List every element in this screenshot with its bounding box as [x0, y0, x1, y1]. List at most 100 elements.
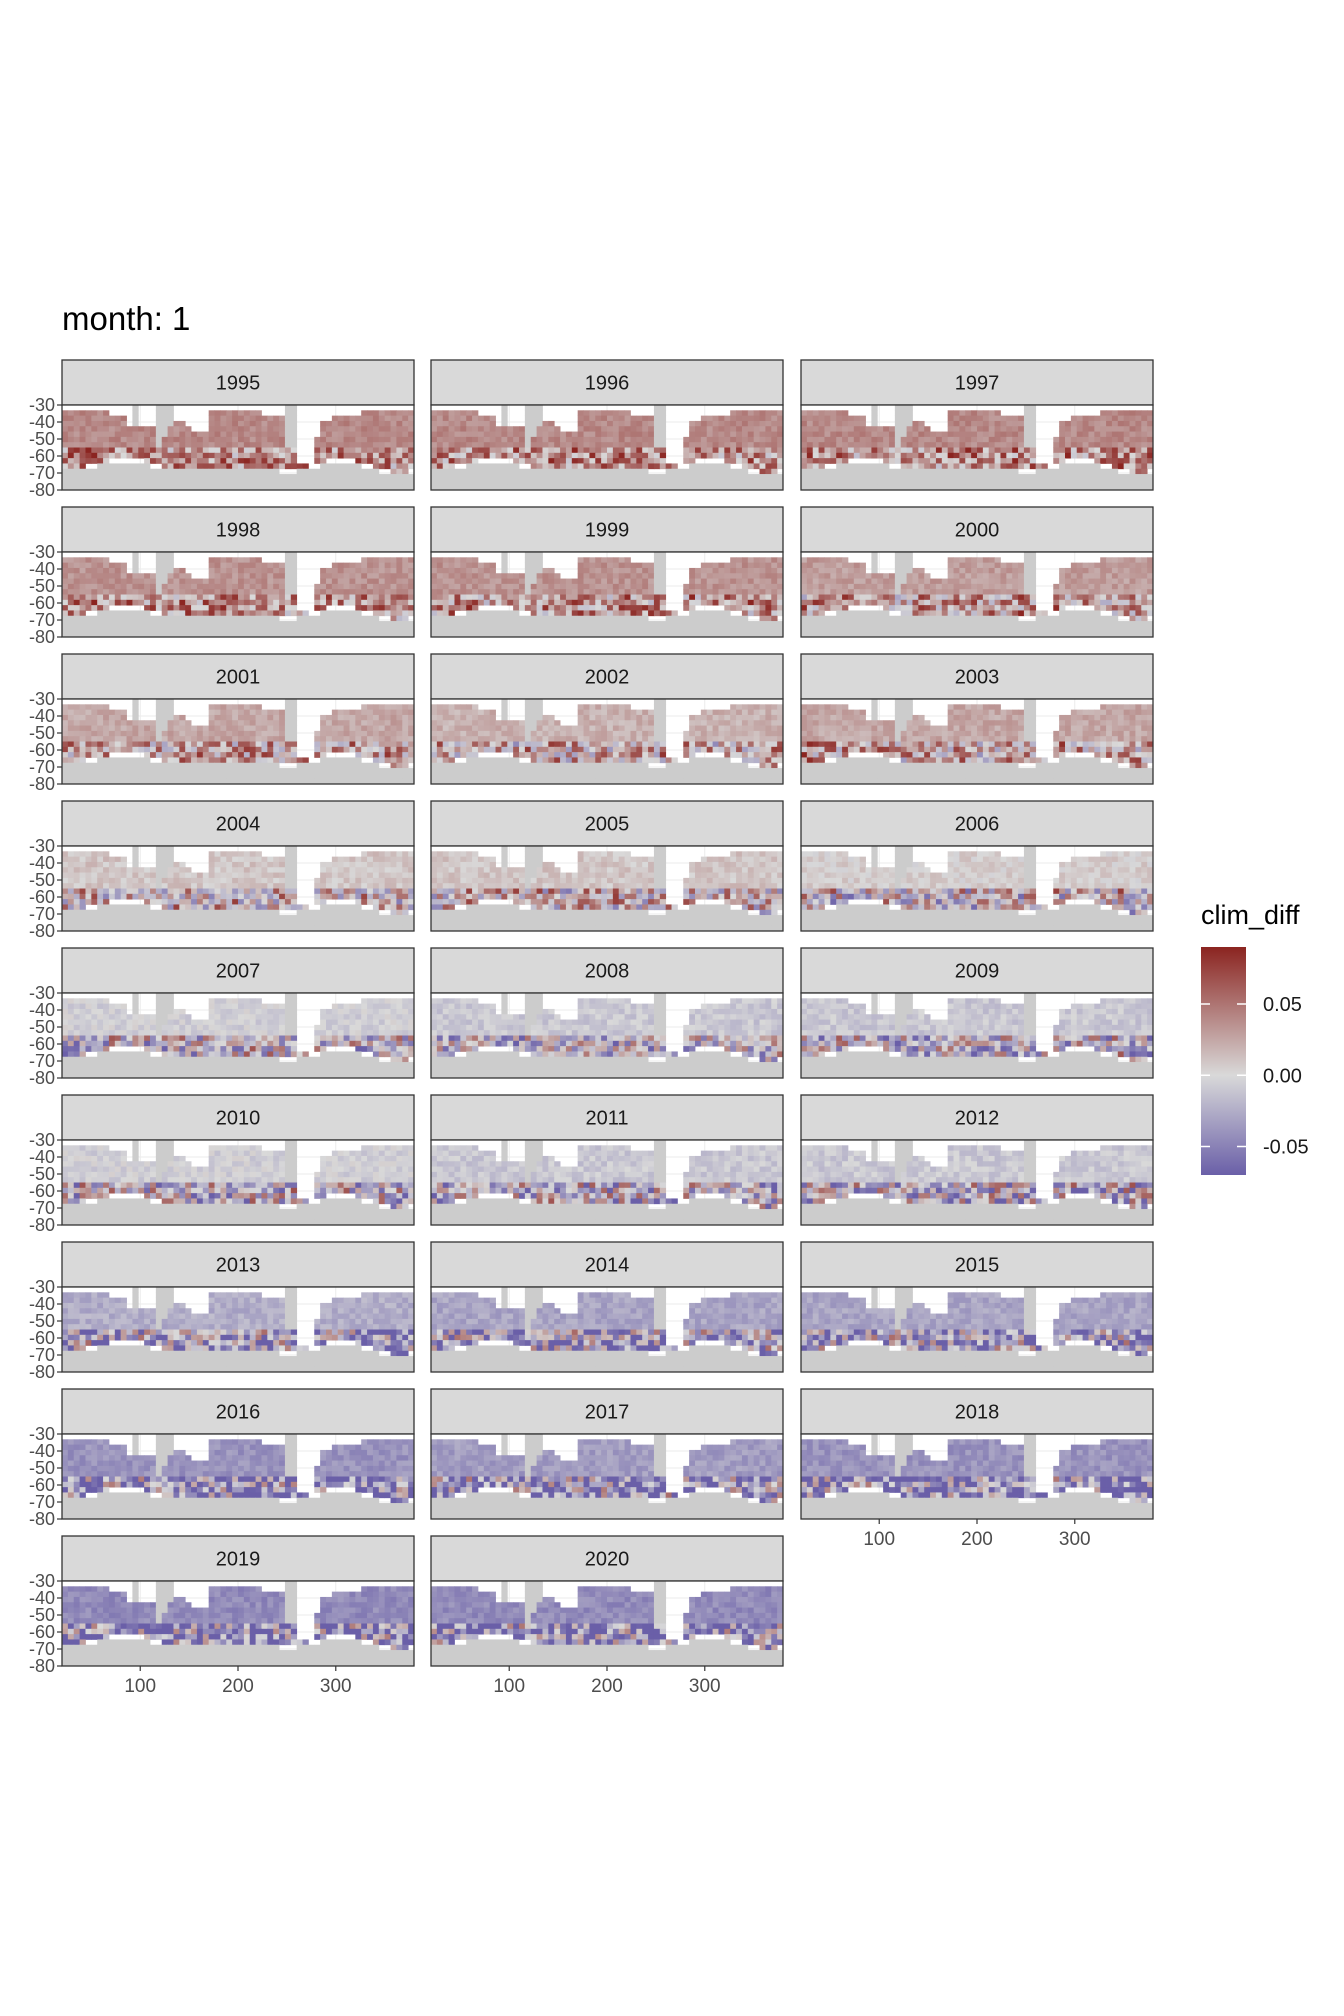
raster-cell	[648, 599, 655, 606]
raster-cell	[859, 583, 866, 590]
raster-cell	[483, 626, 491, 633]
raster-cell	[284, 426, 292, 432]
raster-cell	[1111, 468, 1119, 475]
raster-cell	[677, 474, 684, 480]
raster-cell	[806, 567, 814, 574]
raster-cell	[924, 474, 931, 480]
raster-cell	[431, 452, 438, 459]
raster-cell	[1106, 458, 1113, 464]
raster-cell	[402, 594, 409, 601]
raster-cell	[390, 410, 397, 417]
raster-cell	[583, 479, 590, 486]
raster-cell	[161, 567, 168, 574]
raster-cell	[161, 631, 168, 638]
raster-cell	[630, 479, 637, 486]
raster-cell	[519, 452, 526, 459]
raster-cell	[390, 484, 397, 491]
raster-cell	[513, 589, 520, 595]
raster-cell	[431, 594, 438, 601]
raster-cell	[577, 631, 584, 638]
raster-cell	[1065, 484, 1072, 491]
raster-cell	[155, 709, 163, 716]
raster-cell	[249, 567, 256, 574]
raster-cell	[912, 621, 919, 627]
raster-cell	[1088, 447, 1095, 454]
raster-cell	[853, 426, 861, 432]
raster-cell	[935, 463, 943, 470]
raster-cell	[965, 615, 972, 622]
raster-cell	[1100, 442, 1107, 448]
raster-cell	[501, 594, 508, 601]
raster-cell	[249, 594, 256, 601]
raster-cell	[982, 442, 990, 448]
raster-cell	[1117, 452, 1125, 459]
raster-cell	[302, 468, 309, 475]
raster-cell	[378, 567, 386, 574]
raster-cell	[466, 463, 473, 470]
raster-cell	[314, 583, 321, 590]
raster-cell	[830, 442, 837, 448]
raster-cell	[759, 615, 766, 622]
raster-cell	[226, 562, 233, 569]
raster-cell	[120, 621, 127, 627]
raster-cell	[847, 583, 855, 590]
raster-cell	[226, 410, 233, 417]
raster-cell	[1135, 626, 1142, 633]
raster-cell	[671, 631, 678, 638]
raster-cell	[642, 468, 649, 475]
raster-cell	[583, 605, 590, 611]
raster-cell	[988, 610, 995, 617]
raster-cell	[524, 474, 532, 480]
raster-cell	[853, 431, 861, 438]
raster-cell	[741, 573, 749, 579]
raster-cell	[894, 415, 902, 422]
raster-cell	[73, 484, 80, 491]
raster-cell	[865, 474, 872, 480]
raster-cell	[900, 594, 907, 601]
raster-cell	[554, 626, 561, 633]
raster-cell	[267, 631, 274, 638]
raster-cell	[941, 615, 949, 622]
raster-cell	[120, 709, 127, 716]
raster-cell	[349, 594, 356, 601]
raster-cell	[138, 442, 145, 448]
raster-cell	[747, 447, 755, 454]
raster-cell	[736, 594, 743, 601]
raster-cell	[466, 415, 473, 422]
raster-cell	[842, 610, 849, 617]
raster-cell	[883, 631, 890, 638]
raster-cell	[1100, 426, 1107, 432]
raster-cell	[220, 447, 227, 454]
raster-cell	[196, 447, 204, 454]
raster-cell	[1006, 452, 1013, 459]
raster-cell	[812, 426, 819, 432]
y-tick-label: -60	[29, 593, 55, 613]
raster-cell	[624, 599, 631, 606]
raster-cell	[349, 415, 356, 422]
raster-cell	[378, 589, 386, 595]
raster-cell	[372, 463, 380, 470]
raster-cell	[243, 626, 251, 633]
raster-cell	[1123, 436, 1130, 443]
raster-cell	[402, 431, 409, 438]
raster-cell	[953, 567, 960, 574]
raster-cell	[349, 426, 356, 432]
raster-cell	[765, 436, 772, 443]
raster-cell	[630, 442, 637, 448]
raster-cell	[877, 431, 884, 438]
raster-cell	[988, 442, 995, 448]
raster-cell	[372, 615, 380, 622]
raster-cell	[1082, 631, 1089, 638]
raster-cell	[97, 567, 104, 574]
raster-cell	[1117, 442, 1125, 448]
raster-cell	[630, 463, 637, 470]
raster-cell	[191, 447, 198, 454]
raster-cell	[1000, 583, 1007, 590]
raster-cell	[1023, 573, 1031, 579]
raster-cell	[771, 442, 778, 448]
raster-cell	[900, 463, 907, 470]
raster-cell	[273, 468, 280, 475]
raster-cell	[73, 615, 80, 622]
raster-cell	[753, 474, 760, 480]
raster-cell	[1023, 589, 1031, 595]
